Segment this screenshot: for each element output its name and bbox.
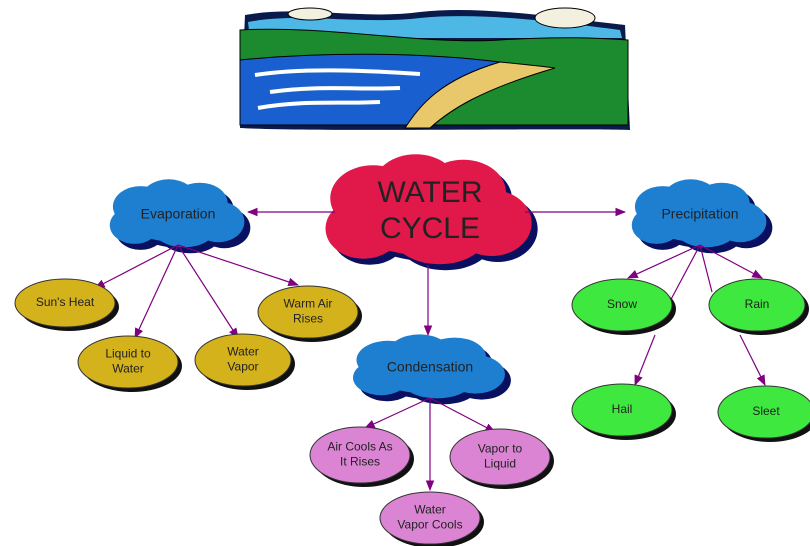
oval-label: Snow (607, 297, 637, 311)
shape (288, 8, 332, 20)
arrow (635, 335, 655, 385)
arrow (178, 245, 238, 338)
oval-label: Hail (612, 402, 633, 416)
shape (535, 8, 595, 28)
arrow (95, 245, 178, 288)
oval-label: Liquid (484, 457, 516, 471)
oval-label: Vapor Cools (397, 518, 462, 532)
cloud-label: Evaporation (141, 206, 216, 222)
oval-label: Liquid to (105, 347, 151, 361)
oval-label: Sleet (752, 404, 780, 418)
oval-label: Vapor (227, 360, 258, 374)
cloud-label: Precipitation (661, 206, 738, 222)
arrow (628, 245, 700, 278)
landscape-illustration (240, 8, 630, 130)
oval-label: Rises (293, 312, 323, 326)
water-cycle-diagram: WATERCYCLE Evaporation Precipitation Conden… (0, 0, 810, 546)
cloud-label: Condensation (387, 359, 473, 375)
oval-label: Warm Air (284, 297, 333, 311)
arrow (365, 398, 430, 428)
oval-label: It Rises (340, 455, 380, 469)
oval-label: Water (227, 345, 259, 359)
oval-label: Vapor to (478, 442, 523, 456)
arrow (430, 398, 495, 432)
arrow (668, 245, 700, 305)
oval-label: Rain (745, 297, 770, 311)
oval-label: Air Cools As (327, 440, 392, 454)
arrow (135, 245, 178, 338)
arrow (700, 245, 762, 278)
oval-label: Water (414, 503, 446, 517)
center-title: CYCLE (380, 212, 480, 245)
shape (15, 279, 810, 546)
oval-label: Sun's Heat (36, 295, 95, 309)
arrow (740, 335, 765, 385)
arrow (178, 245, 298, 285)
oval-label: Water (112, 362, 144, 376)
center-title: WATER (378, 176, 483, 209)
